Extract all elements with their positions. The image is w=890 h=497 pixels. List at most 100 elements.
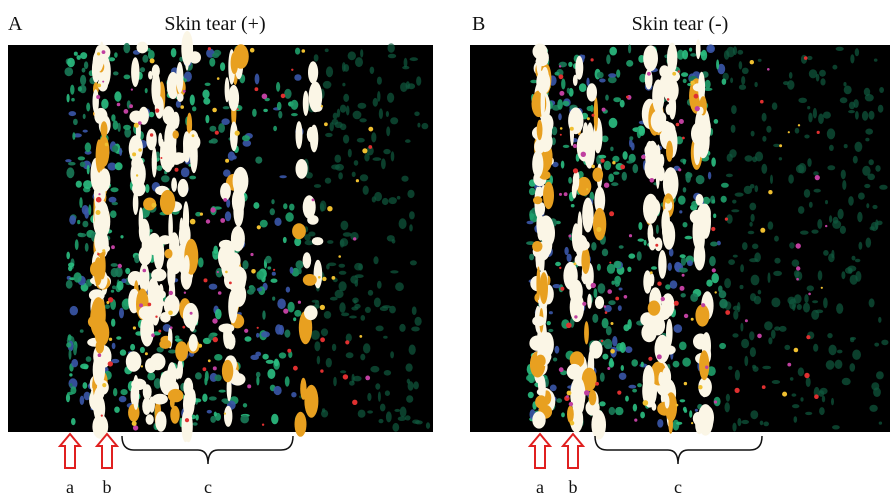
speckle	[386, 126, 390, 136]
speckle	[701, 50, 707, 61]
speckle	[392, 423, 399, 432]
speckle-hot	[691, 422, 693, 424]
echo-blob	[159, 235, 172, 244]
speckle-hot	[141, 365, 143, 367]
speckle	[840, 226, 846, 234]
speckle	[685, 236, 693, 240]
speckle-hot	[587, 117, 590, 120]
speckle	[842, 378, 851, 386]
speckle	[744, 356, 748, 366]
speckle	[374, 298, 381, 308]
speckle	[712, 199, 715, 203]
speckle-hot	[684, 314, 688, 318]
speckle	[625, 396, 629, 402]
speckle	[401, 176, 408, 182]
speckle-hot	[97, 52, 100, 55]
speckle	[838, 209, 844, 219]
speckle	[811, 230, 818, 234]
speckle-hot	[182, 326, 185, 329]
speckle	[363, 343, 370, 353]
speckle-hot	[691, 318, 694, 321]
speckle-hot	[582, 302, 586, 306]
speckle	[813, 108, 817, 119]
speckle-hot	[318, 276, 321, 279]
speckle-hot	[672, 72, 676, 76]
speckle	[766, 126, 771, 133]
speckle-hot	[564, 192, 568, 196]
speckle	[628, 253, 635, 258]
speckle	[788, 174, 794, 183]
speckle	[679, 268, 688, 273]
speckle	[400, 407, 407, 418]
speckle	[836, 47, 844, 51]
speckle	[706, 280, 712, 287]
speckle	[325, 49, 329, 53]
speckle	[65, 159, 71, 162]
speckle-hot	[560, 134, 562, 136]
speckle	[283, 237, 287, 243]
speckle	[147, 372, 155, 380]
speckle-hot	[134, 123, 139, 128]
speckle	[547, 321, 551, 325]
speckle	[620, 342, 626, 353]
speckle	[339, 302, 345, 313]
speckle	[610, 147, 613, 152]
speckle	[288, 302, 295, 313]
speckle	[252, 109, 257, 117]
panel-title: Skin tear (+)	[164, 13, 265, 35]
echo-blob	[584, 133, 595, 169]
speckle	[774, 236, 779, 242]
echo-blob	[543, 182, 554, 210]
speckle	[253, 202, 259, 209]
speckle	[748, 231, 755, 235]
speckle-hot	[678, 70, 680, 72]
speckle	[315, 300, 319, 308]
speckle	[758, 59, 762, 62]
speckle	[121, 389, 128, 395]
speckle-hot	[607, 367, 610, 370]
marker-label: b	[103, 477, 112, 497]
speckle	[608, 174, 614, 183]
speckle	[850, 275, 858, 285]
speckle	[101, 99, 108, 109]
speckle	[681, 293, 686, 297]
echo-blob	[159, 340, 171, 349]
speckle	[314, 341, 320, 351]
speckle	[375, 383, 380, 389]
speckle-hot	[559, 193, 562, 196]
speckle	[530, 80, 537, 83]
speckle	[752, 156, 757, 162]
speckle-hot	[169, 291, 173, 295]
speckle	[714, 119, 719, 124]
speckle	[563, 145, 570, 148]
speckle	[195, 372, 202, 379]
speckle-hot	[108, 361, 113, 366]
speckle	[175, 335, 180, 339]
speckle	[682, 50, 688, 60]
speckle	[240, 415, 249, 424]
speckle	[794, 416, 798, 423]
speckle-hot	[118, 264, 122, 268]
speckle-hot	[705, 366, 708, 369]
speckle	[602, 354, 608, 360]
speckle	[68, 162, 76, 166]
speckle	[722, 79, 727, 85]
echo-blob	[173, 130, 179, 138]
speckle	[406, 363, 413, 371]
speckle-hot	[132, 421, 137, 426]
speckle	[865, 129, 873, 135]
speckle	[706, 44, 715, 53]
echo-blob	[158, 133, 162, 147]
speckle	[741, 76, 745, 85]
arrow	[563, 434, 583, 468]
speckle	[69, 373, 72, 376]
speckle	[340, 238, 348, 246]
speckle	[66, 252, 70, 260]
echo-blob	[567, 406, 574, 423]
speckle	[814, 189, 821, 193]
speckle-hot	[210, 207, 215, 212]
speckle-hot	[682, 137, 685, 140]
echo-blob	[303, 274, 317, 286]
speckle	[277, 299, 286, 310]
echo-blob	[90, 261, 103, 277]
